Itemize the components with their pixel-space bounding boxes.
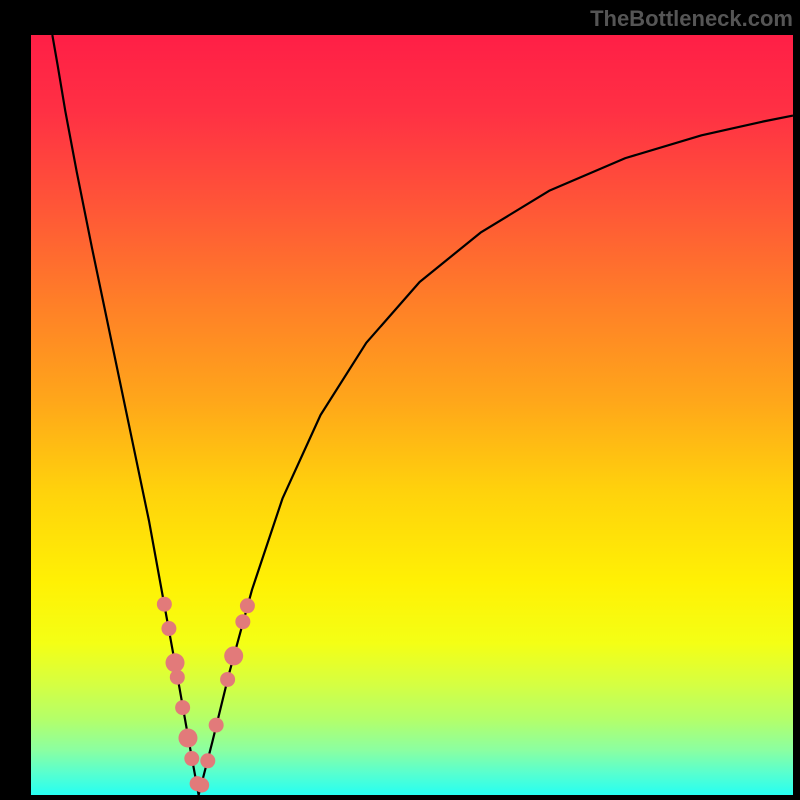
curve-marker (209, 718, 224, 733)
curve-marker (166, 653, 185, 672)
frame-border-left (0, 0, 31, 800)
curve-marker (157, 597, 172, 612)
curve-marker (161, 621, 176, 636)
curve-marker (184, 751, 199, 766)
plot-area (31, 35, 793, 795)
frame-border-bottom (0, 795, 800, 800)
bottleneck-curve (52, 35, 793, 795)
curve-marker (200, 753, 215, 768)
curve-marker (178, 729, 197, 748)
curve-marker (220, 672, 235, 687)
curve-marker (170, 670, 185, 685)
curve-marker (240, 598, 255, 613)
curve-marker (235, 614, 250, 629)
canvas: TheBottleneck.com (0, 0, 800, 800)
curve-marker (224, 646, 243, 665)
marker-group (157, 597, 255, 793)
curve-marker (194, 778, 209, 793)
watermark-text: TheBottleneck.com (590, 6, 793, 32)
curve-marker (175, 700, 190, 715)
chart-svg (31, 35, 793, 795)
frame-border-right (793, 0, 800, 800)
